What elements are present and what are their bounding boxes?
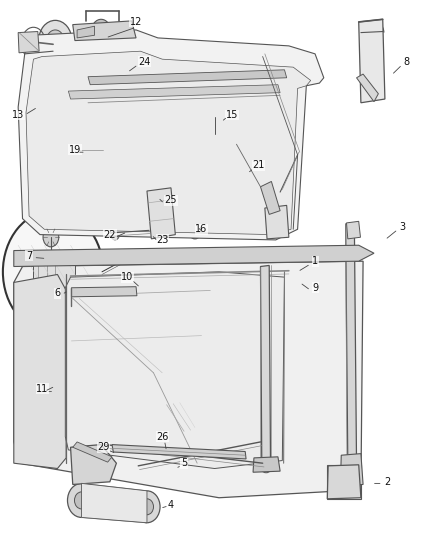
Polygon shape: [33, 261, 75, 290]
Polygon shape: [340, 454, 363, 486]
Text: 15: 15: [226, 110, 238, 120]
Bar: [222, 161, 245, 183]
Polygon shape: [346, 221, 360, 239]
Polygon shape: [18, 31, 39, 53]
Polygon shape: [14, 274, 66, 469]
Text: 8: 8: [404, 57, 410, 67]
Text: 24: 24: [138, 57, 151, 67]
Text: 25: 25: [165, 195, 177, 205]
Circle shape: [152, 361, 163, 374]
Polygon shape: [71, 287, 137, 297]
Circle shape: [191, 226, 198, 235]
Polygon shape: [77, 26, 95, 38]
Circle shape: [210, 117, 219, 127]
Circle shape: [268, 209, 287, 233]
Text: 9: 9: [312, 283, 318, 293]
Polygon shape: [73, 442, 112, 462]
Polygon shape: [346, 223, 357, 465]
Text: 4: 4: [168, 499, 174, 510]
Ellipse shape: [119, 324, 136, 337]
Circle shape: [111, 229, 120, 240]
Circle shape: [67, 483, 95, 518]
Circle shape: [196, 442, 207, 456]
Bar: [327, 465, 361, 499]
Polygon shape: [261, 181, 280, 214]
Polygon shape: [112, 445, 246, 459]
Polygon shape: [14, 261, 363, 498]
Text: 19: 19: [69, 144, 81, 155]
Circle shape: [45, 386, 54, 397]
Circle shape: [85, 148, 98, 164]
Circle shape: [344, 459, 360, 478]
Text: 16: 16: [195, 224, 208, 235]
Polygon shape: [65, 272, 285, 469]
Circle shape: [145, 296, 162, 317]
Text: 5: 5: [181, 458, 187, 468]
Circle shape: [92, 19, 111, 43]
Text: 2: 2: [384, 477, 390, 487]
Text: 7: 7: [26, 251, 32, 261]
Polygon shape: [261, 265, 271, 465]
Circle shape: [339, 477, 348, 487]
Text: 12: 12: [130, 17, 142, 27]
Circle shape: [141, 499, 153, 515]
Circle shape: [39, 20, 72, 61]
Polygon shape: [265, 205, 289, 239]
Polygon shape: [357, 74, 378, 102]
Circle shape: [85, 457, 95, 470]
Circle shape: [188, 222, 202, 239]
Polygon shape: [73, 21, 136, 41]
Bar: [77, 142, 106, 168]
Circle shape: [46, 30, 64, 51]
Polygon shape: [147, 188, 175, 239]
Polygon shape: [327, 465, 361, 499]
Polygon shape: [14, 245, 374, 266]
Ellipse shape: [138, 376, 164, 388]
Circle shape: [41, 381, 58, 402]
Polygon shape: [359, 19, 385, 103]
Circle shape: [153, 204, 169, 223]
Polygon shape: [29, 288, 79, 298]
Circle shape: [334, 470, 353, 494]
Polygon shape: [71, 445, 117, 484]
Circle shape: [3, 211, 103, 333]
Text: 6: 6: [54, 288, 60, 298]
Polygon shape: [26, 51, 311, 235]
Text: 13: 13: [12, 110, 24, 120]
Circle shape: [144, 348, 154, 361]
Circle shape: [134, 491, 160, 523]
Text: 10: 10: [121, 272, 134, 282]
Circle shape: [162, 445, 176, 462]
Text: 11: 11: [36, 384, 48, 394]
Circle shape: [79, 450, 101, 477]
Circle shape: [48, 287, 58, 300]
Circle shape: [144, 361, 154, 374]
Circle shape: [152, 348, 163, 361]
Text: 26: 26: [156, 432, 169, 442]
Polygon shape: [253, 457, 280, 472]
Text: 23: 23: [156, 235, 169, 245]
Text: 22: 22: [104, 230, 116, 240]
Circle shape: [260, 457, 273, 473]
Polygon shape: [88, 70, 287, 85]
Circle shape: [43, 228, 59, 247]
Polygon shape: [18, 30, 324, 240]
Polygon shape: [81, 483, 147, 523]
Circle shape: [74, 492, 88, 509]
Text: 1: 1: [312, 256, 318, 266]
Polygon shape: [68, 85, 280, 99]
Text: 29: 29: [97, 442, 110, 452]
Text: 3: 3: [399, 222, 406, 232]
Bar: [219, 158, 247, 187]
Text: 21: 21: [252, 160, 265, 171]
